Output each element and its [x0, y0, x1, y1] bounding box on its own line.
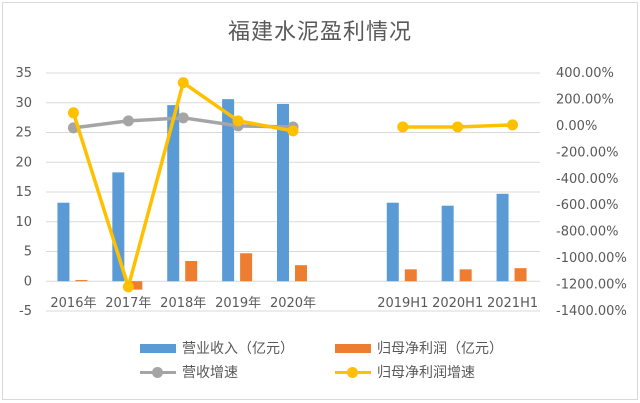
- bar: [496, 193, 509, 282]
- bar: [167, 105, 180, 282]
- legend-line-marker-icon: [335, 365, 371, 379]
- right-axis-tick: -800.00%: [556, 225, 619, 240]
- x-axis-label: 2019H1: [377, 296, 428, 311]
- legend-item-profit-growth: 归母净利润增速: [335, 362, 530, 382]
- data-point-marker-icon: [507, 119, 519, 131]
- left-axis-tick: 5: [24, 245, 32, 260]
- bar: [185, 261, 198, 282]
- x-axis-label: 2021H1: [487, 296, 538, 311]
- bar: [222, 99, 235, 282]
- bar: [404, 269, 417, 282]
- legend-label: 归母净利润增速: [377, 365, 475, 381]
- left-axis-tick: 20: [15, 155, 32, 170]
- data-point-marker-icon: [287, 125, 299, 137]
- legend-item-profit: 归母净利润（亿元）: [335, 338, 530, 358]
- data-point-marker-icon: [397, 121, 409, 133]
- data-point-marker-icon: [122, 115, 134, 127]
- x-axis-label: 2020H1: [432, 296, 483, 311]
- left-axis-tick: 25: [15, 126, 32, 141]
- right-axis-tick: -600.00%: [556, 198, 619, 213]
- bar: [441, 205, 454, 282]
- bar: [240, 253, 253, 282]
- right-axis-tick: 400.00%: [556, 66, 614, 81]
- right-axis-tick: 0.00%: [556, 119, 597, 134]
- legend-bar-swatch-icon: [335, 343, 371, 353]
- data-point-marker-icon: [177, 112, 189, 124]
- left-axis-tick: 15: [15, 185, 32, 200]
- x-axis-label: 2019年: [215, 296, 261, 311]
- left-axis-tick: -5: [19, 304, 32, 319]
- right-axis-tick: 200.00%: [556, 92, 614, 107]
- legend-label: 归母净利润（亿元）: [377, 341, 503, 357]
- legend-bar-swatch-icon: [140, 343, 176, 353]
- x-axis-label: 2017年: [105, 296, 151, 311]
- x-axis-label: 2016年: [50, 296, 96, 311]
- legend-item-revenue: 营业收入（亿元）: [140, 338, 335, 358]
- legend-label: 营业收入（亿元）: [182, 341, 294, 357]
- left-axis-tick: 0: [24, 274, 32, 289]
- x-axis-label: 2020年: [270, 296, 316, 311]
- bar: [459, 269, 472, 282]
- left-axis-tick: 10: [15, 215, 32, 230]
- right-axis-tick: -200.00%: [556, 145, 619, 160]
- legend-item-revenue-growth: 营收增速: [140, 362, 335, 382]
- bar: [514, 268, 527, 282]
- left-axis-tick: 35: [15, 66, 32, 81]
- legend: 营业收入（亿元） 归母净利润（亿元） 营收增速 归母净利润增速: [140, 336, 540, 384]
- x-axis-label: 2018年: [160, 296, 206, 311]
- right-axis-tick: -1200.00%: [556, 278, 627, 293]
- bar: [277, 103, 289, 282]
- data-point-marker-icon: [232, 115, 244, 127]
- data-point-marker-icon: [177, 77, 189, 89]
- bar: [112, 172, 125, 282]
- left-axis-tick: 30: [15, 96, 32, 111]
- right-axis-tick: -1400.00%: [556, 304, 627, 319]
- right-axis-tick: -400.00%: [556, 172, 619, 187]
- data-point-marker-icon: [452, 121, 464, 133]
- data-point-marker-icon: [122, 281, 134, 293]
- bar: [386, 202, 399, 282]
- data-point-marker-icon: [67, 107, 79, 119]
- legend-label: 营收增速: [182, 365, 238, 381]
- bar: [57, 202, 70, 282]
- bar: [295, 265, 307, 282]
- chart-title: 福建水泥盈利情况: [227, 20, 412, 45]
- bar: [75, 280, 88, 282]
- right-axis-tick: -1000.00%: [556, 251, 627, 266]
- bar: [130, 281, 143, 290]
- legend-line-marker-icon: [140, 365, 176, 379]
